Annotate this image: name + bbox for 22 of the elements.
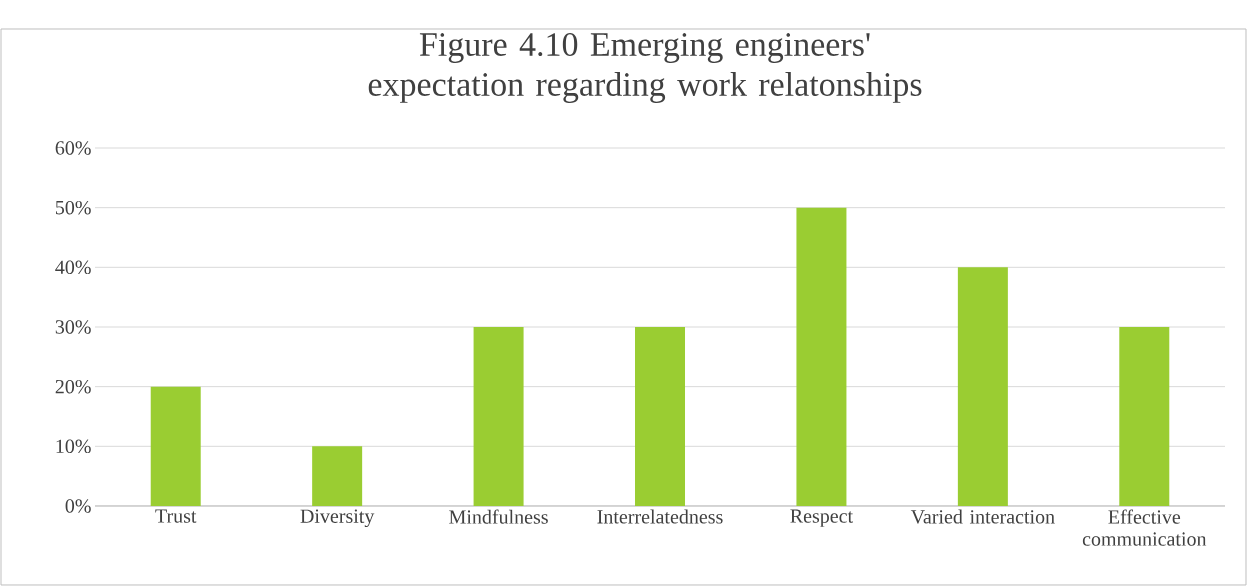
bar [473,326,524,506]
bar [957,267,1008,506]
x-tick-label: Effective communication [1082,509,1207,546]
bar [1119,326,1170,506]
y-tick-label: 60% [55,141,91,155]
bar [150,386,201,506]
bar [796,207,847,506]
x-tick-label: Diversity [300,509,375,528]
y-tick-label: 40% [55,260,91,275]
x-tick-label: Respect [790,509,853,527]
y-tick-label: 30% [55,320,91,334]
x-tick-label: Mindfulness [449,509,548,524]
y-tick-label: 20% [55,379,91,394]
y-tick-label: 10% [56,439,91,454]
x-tick-label: Trust [155,509,197,523]
bar [312,446,363,506]
chart-title: Figure 4.10 Emerging engineers' expectation regarding work relatonships [368,33,922,103]
x-tick-label: Interrelatedness [597,509,723,524]
y-tick-label: 50% [55,200,91,215]
bar [635,326,686,506]
y-tick-label: 0% [65,499,91,513]
x-tick-label: Varied interaction [910,509,1055,524]
